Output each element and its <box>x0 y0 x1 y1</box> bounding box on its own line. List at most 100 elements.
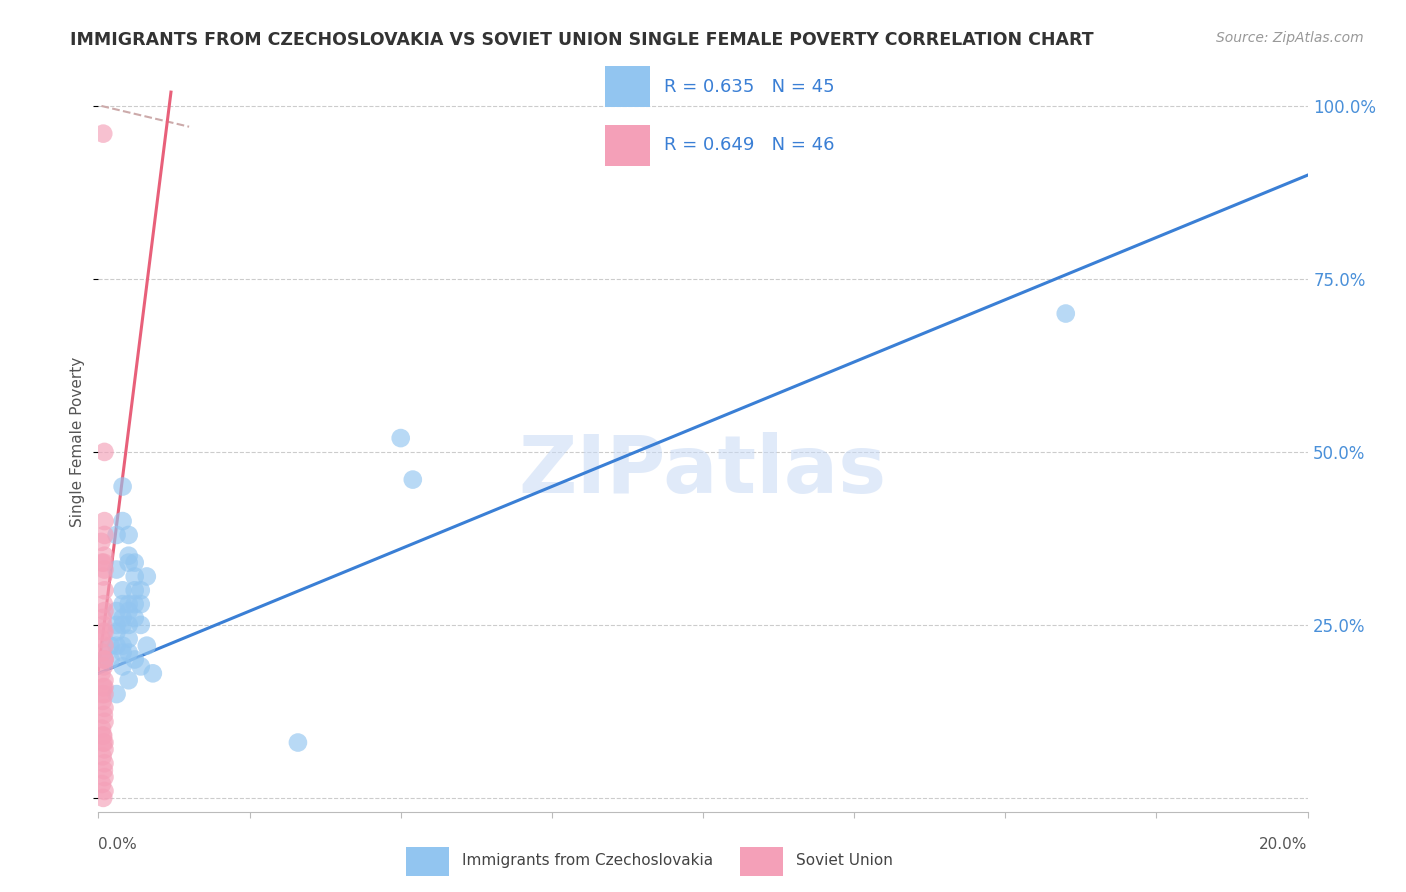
Point <box>124 652 146 666</box>
Point <box>100 652 122 666</box>
Text: 0.0%: 0.0% <box>98 837 138 852</box>
Point <box>93 687 115 701</box>
Point <box>105 624 128 639</box>
Point <box>105 563 128 577</box>
Point <box>93 597 115 611</box>
Point <box>118 646 141 660</box>
Point <box>93 735 115 749</box>
Point <box>93 549 115 563</box>
Point <box>105 639 128 653</box>
Point <box>93 707 115 722</box>
Point <box>93 563 115 577</box>
Point <box>118 604 141 618</box>
Point <box>129 597 152 611</box>
Point <box>91 722 114 736</box>
Point <box>111 646 134 660</box>
Bar <box>605 66 650 107</box>
Point <box>111 639 134 653</box>
Point <box>142 666 165 681</box>
Text: 20.0%: 20.0% <box>1260 837 1308 852</box>
Point <box>93 652 115 666</box>
Text: R = 0.649   N = 46: R = 0.649 N = 46 <box>664 136 835 154</box>
Point <box>93 770 115 784</box>
Point <box>111 597 134 611</box>
Point <box>93 514 115 528</box>
Bar <box>740 847 783 876</box>
Point <box>105 687 128 701</box>
Point <box>91 729 114 743</box>
Point <box>1054 306 1077 320</box>
Point <box>105 528 128 542</box>
Point <box>91 790 114 805</box>
Point <box>93 652 115 666</box>
Point <box>91 729 114 743</box>
Point <box>90 632 112 646</box>
Text: ZIPatlas: ZIPatlas <box>519 432 887 510</box>
Point <box>93 714 115 729</box>
Point <box>91 127 114 141</box>
Point <box>129 659 152 673</box>
Point <box>135 639 157 653</box>
Point <box>118 597 141 611</box>
Text: R = 0.635   N = 45: R = 0.635 N = 45 <box>664 78 835 95</box>
Point <box>91 624 114 639</box>
Point <box>100 639 122 653</box>
Point <box>90 666 112 681</box>
Point <box>91 735 114 749</box>
Point <box>93 583 115 598</box>
Point <box>93 639 115 653</box>
Point <box>129 618 152 632</box>
Point <box>111 514 134 528</box>
Point <box>124 583 146 598</box>
Point <box>91 569 114 583</box>
Point <box>402 473 425 487</box>
Point <box>93 624 115 639</box>
Point <box>105 618 128 632</box>
Point <box>93 659 115 673</box>
Point <box>124 597 146 611</box>
Point <box>93 784 115 798</box>
Point <box>118 556 141 570</box>
Point <box>118 673 141 688</box>
Point <box>389 431 412 445</box>
Point <box>111 583 134 598</box>
Point <box>93 556 115 570</box>
Point <box>111 479 134 493</box>
Point <box>111 659 134 673</box>
Point <box>91 777 114 791</box>
Y-axis label: Single Female Poverty: Single Female Poverty <box>70 357 86 526</box>
Point <box>91 680 114 694</box>
Text: Immigrants from Czechoslovakia: Immigrants from Czechoslovakia <box>461 854 713 868</box>
Point <box>124 611 146 625</box>
Point <box>93 756 115 771</box>
Point <box>135 569 157 583</box>
Point <box>111 611 134 625</box>
Bar <box>406 847 450 876</box>
Point <box>91 687 114 701</box>
Point <box>93 680 115 694</box>
Point <box>111 618 134 632</box>
Point <box>93 742 115 756</box>
Point <box>287 735 309 749</box>
Text: Soviet Union: Soviet Union <box>796 854 893 868</box>
Point <box>93 604 115 618</box>
Point <box>124 556 146 570</box>
Point <box>118 618 141 632</box>
Point <box>118 632 141 646</box>
Point <box>93 445 115 459</box>
Point <box>91 749 114 764</box>
Point <box>91 618 114 632</box>
Point <box>91 646 114 660</box>
Point <box>124 569 146 583</box>
Point <box>93 673 115 688</box>
Point <box>129 583 152 598</box>
Bar <box>605 125 650 166</box>
Point <box>93 763 115 777</box>
Point <box>118 549 141 563</box>
Point <box>90 534 112 549</box>
Point <box>91 556 114 570</box>
Point <box>93 652 115 666</box>
Point <box>93 701 115 715</box>
Text: Source: ZipAtlas.com: Source: ZipAtlas.com <box>1216 31 1364 45</box>
Point <box>91 611 114 625</box>
